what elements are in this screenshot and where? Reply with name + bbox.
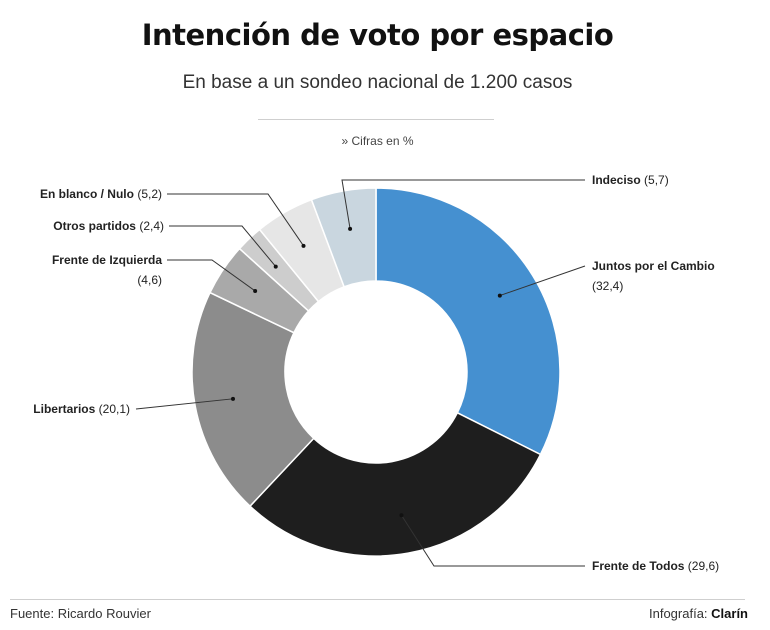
footer-divider <box>10 599 745 600</box>
leader-line-juntos-por-el-cambio <box>499 265 586 297</box>
leader-dot-en-blanco-nulo <box>301 243 306 248</box>
leader-dot-otros-partidos <box>273 264 278 269</box>
leader-line-en-blanco-nulo <box>167 193 304 247</box>
credit-prefix: Infografía: <box>649 606 712 621</box>
label-value-en-blanco-nulo: (5,2) <box>134 187 162 201</box>
label-frente-de-izquierda: Frente de Izquierda <box>52 253 162 267</box>
slice-frente-de-todos <box>248 411 542 557</box>
leader-dot-libertarios <box>230 396 235 401</box>
label-otros-partidos: Otros partidos (2,4) <box>53 219 164 233</box>
label-name-juntos-por-el-cambio: Juntos por el Cambio <box>592 259 715 273</box>
label-frente-de-todos: Frente de Todos (29,6) <box>592 559 719 573</box>
slice-indeciso <box>310 187 377 288</box>
label-name-indeciso: Indeciso <box>592 173 641 187</box>
credit-brand: Clarín <box>711 606 748 621</box>
label-juntos-por-el-cambio: Juntos por el Cambio <box>592 259 715 273</box>
label-name-frente-de-todos: Frente de Todos <box>592 559 685 573</box>
label-en-blanco-nulo: En blanco / Nulo (5,2) <box>40 187 162 201</box>
leader-dot-juntos-por-el-cambio <box>497 293 502 298</box>
label-indeciso: Indeciso (5,7) <box>592 173 669 187</box>
leader-dot-frente-de-todos <box>399 513 404 518</box>
leader-line-libertarios <box>135 398 234 410</box>
leader-line-frente-de-todos <box>401 514 585 567</box>
credit-text: Infografía: Clarín <box>649 606 748 621</box>
label-name-en-blanco-nulo: En blanco / Nulo <box>40 187 134 201</box>
leader-dot-frente-de-izquierda <box>253 288 258 293</box>
label-name-frente-de-izquierda: Frente de Izquierda <box>52 253 162 267</box>
donut-slices <box>191 187 561 557</box>
label-value-juntos-por-el-cambio: (32,4) <box>592 279 623 293</box>
label-value-frente-de-izquierda: (4,6) <box>137 273 162 287</box>
leader-dot-indeciso <box>348 226 353 231</box>
slice-juntos-por-el-cambio <box>375 187 561 456</box>
label-value-otros-partidos: (2,4) <box>136 219 164 233</box>
label-value-indeciso: (5,7) <box>641 173 669 187</box>
units-note: » Cifras en % <box>341 134 414 148</box>
leader-line-frente-de-izquierda <box>167 259 256 292</box>
leader-line-indeciso <box>341 179 585 229</box>
leader-lines <box>135 179 586 567</box>
label-name-otros-partidos: Otros partidos <box>53 219 136 233</box>
slice-libertarios <box>191 291 315 508</box>
label-name-libertarios: Libertarios <box>33 402 95 416</box>
chart-title: Intención de voto por espacio <box>141 18 614 52</box>
label-value-libertarios: (20,1) <box>95 402 130 416</box>
source-text: Fuente: Ricardo Rouvier <box>10 606 151 621</box>
header-divider <box>258 119 494 120</box>
slice-labels: Juntos por el Cambio (32,4) Frente de Todo… <box>33 173 719 573</box>
label-libertarios: Libertarios (20,1) <box>33 402 130 416</box>
leader-line-otros-partidos <box>169 225 277 267</box>
chart-subtitle: En base a un sondeo nacional de 1.200 ca… <box>182 72 573 93</box>
label-value-frente-de-todos: (29,6) <box>684 559 719 573</box>
